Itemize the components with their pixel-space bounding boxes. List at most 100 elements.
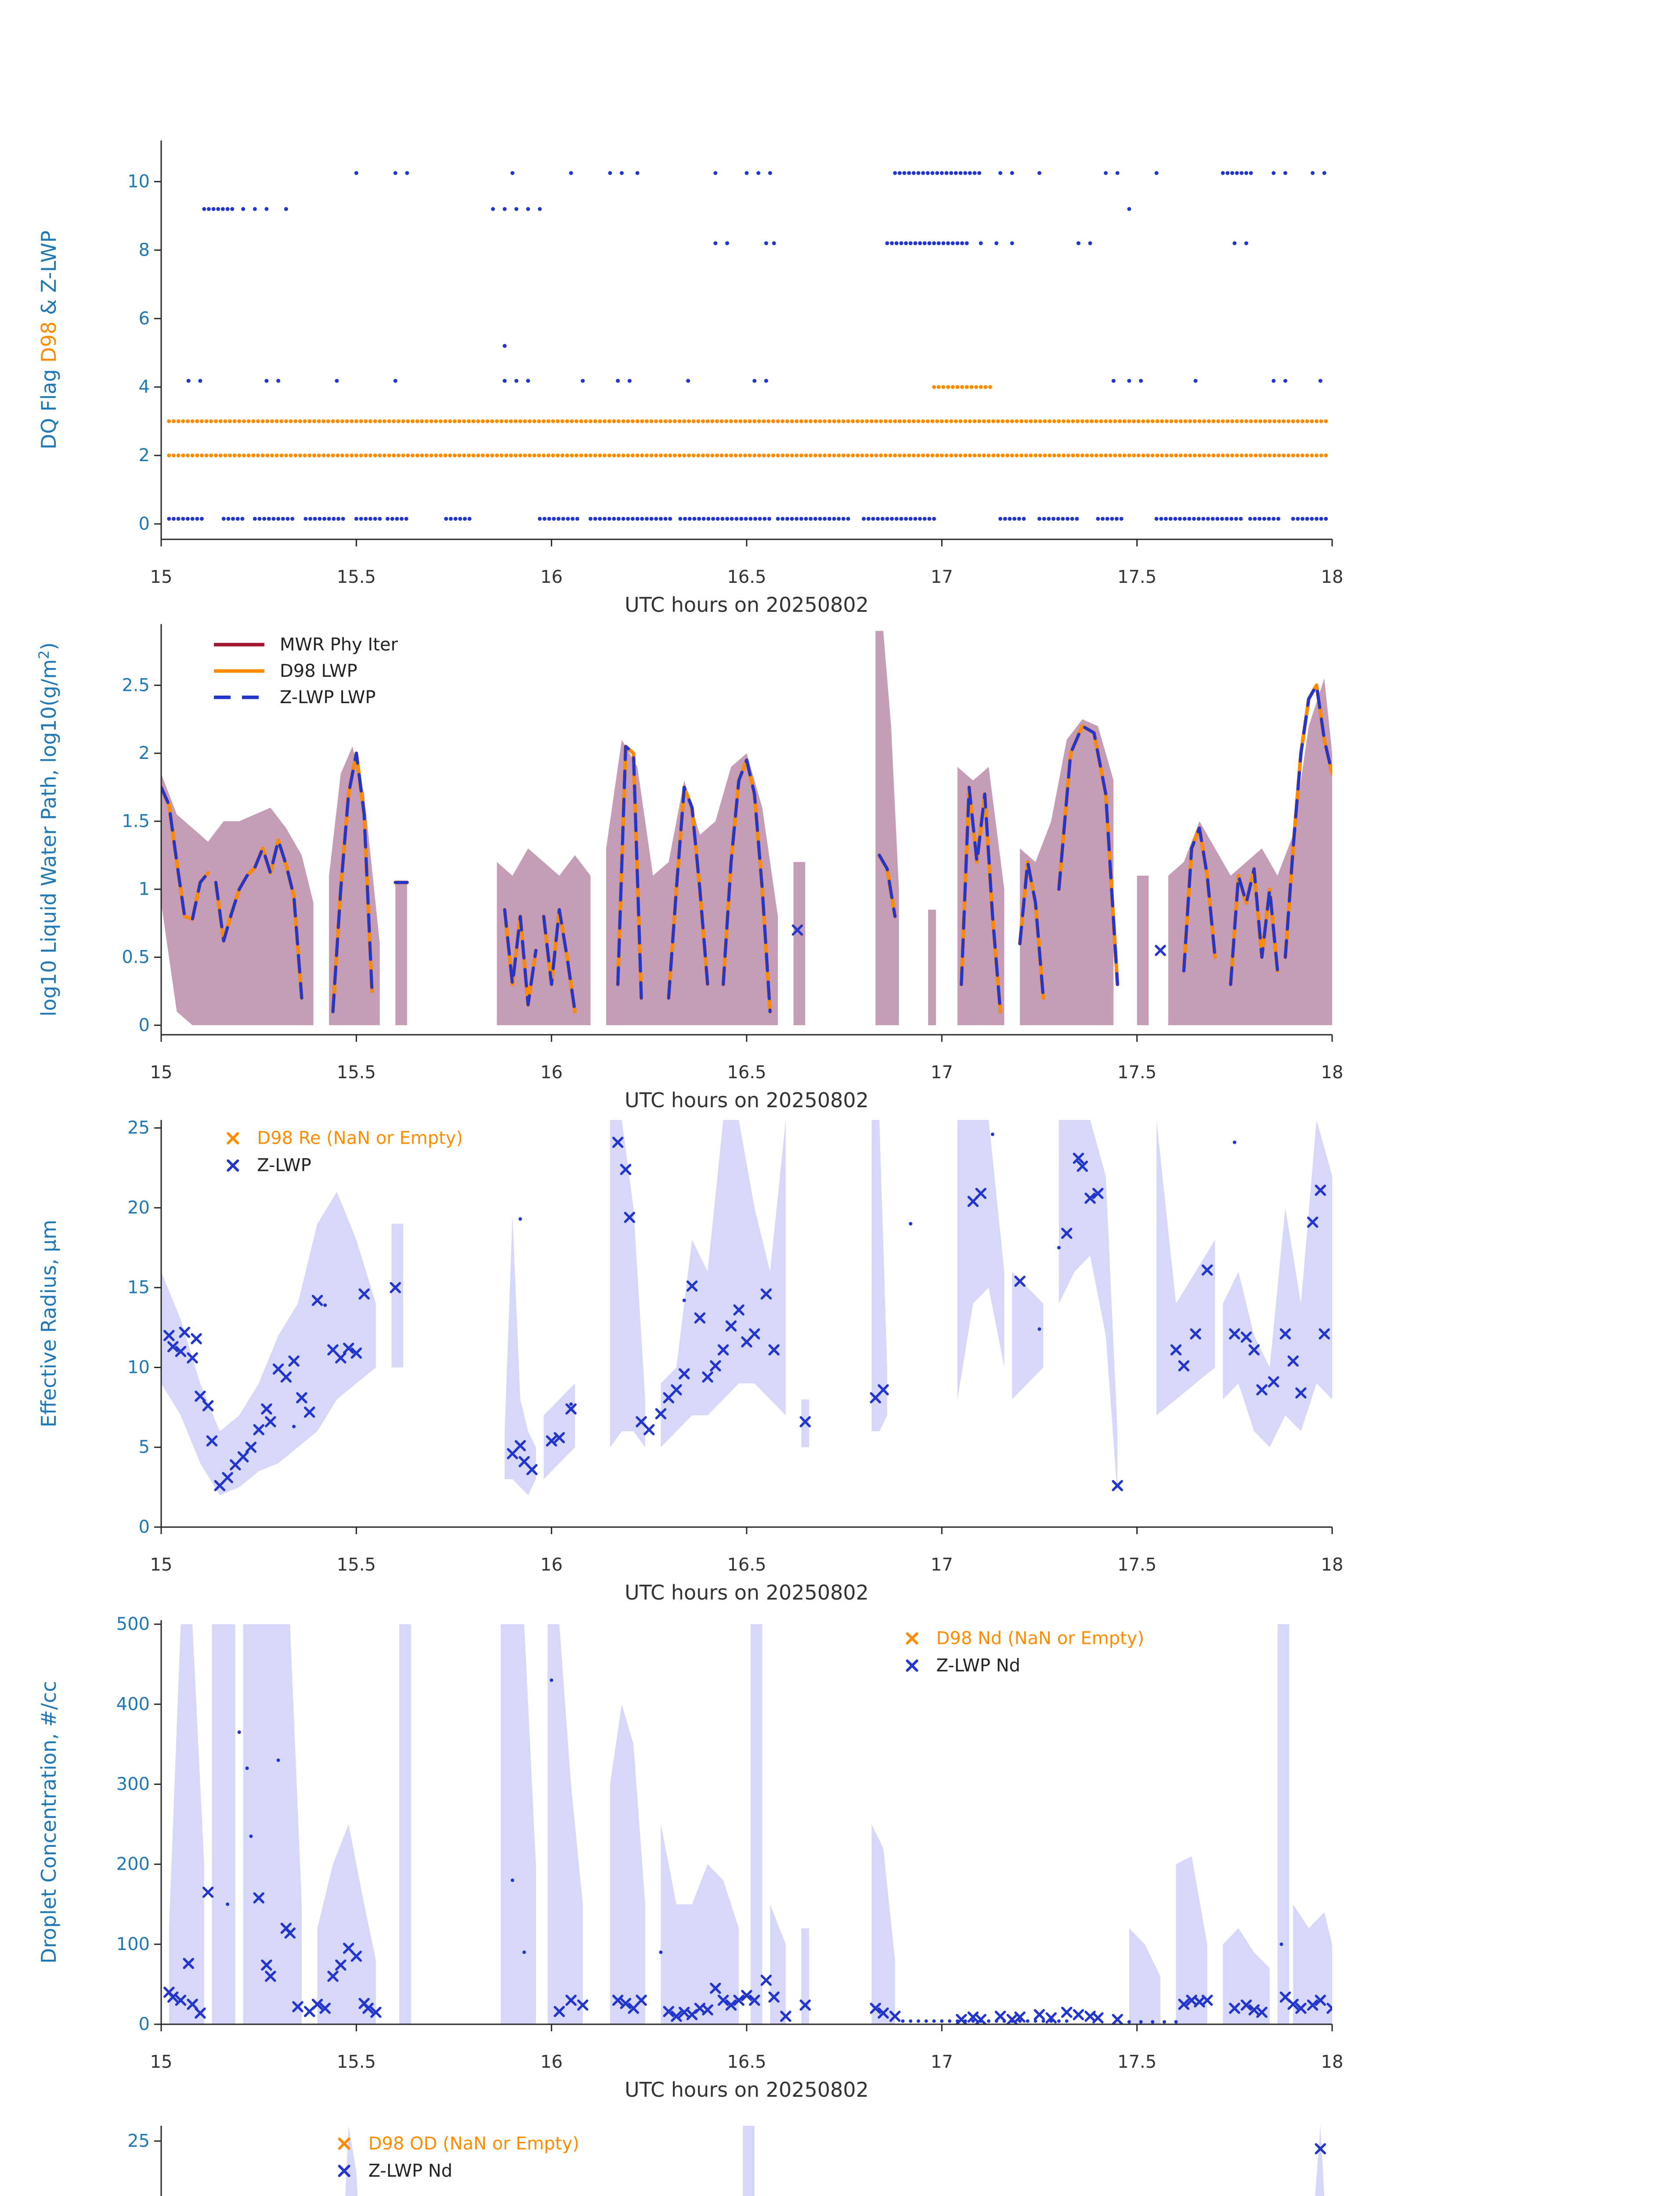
data-point xyxy=(265,1970,276,1982)
data-point xyxy=(311,1998,323,2010)
data-point xyxy=(368,453,372,458)
data-point xyxy=(1256,1384,1268,1396)
data-point xyxy=(1188,453,1192,458)
data-point xyxy=(1061,2006,1073,2018)
y-tick-label: 10 xyxy=(127,1357,150,1377)
data-point xyxy=(668,453,672,458)
data-point xyxy=(673,453,677,458)
data-point xyxy=(1295,1387,1307,1399)
data-point xyxy=(1015,453,1019,458)
data-point xyxy=(909,2019,913,2023)
data-point xyxy=(979,241,983,246)
data-point xyxy=(1319,516,1323,521)
data-point xyxy=(927,241,932,246)
data-point xyxy=(1127,2020,1131,2024)
data-point xyxy=(1263,419,1267,423)
data-point xyxy=(823,419,827,423)
data-point xyxy=(1052,453,1056,458)
data-point xyxy=(1099,419,1103,423)
data-point xyxy=(1240,1331,1252,1343)
data-point xyxy=(256,453,260,458)
data-point xyxy=(936,241,941,246)
data-point xyxy=(924,2019,928,2023)
data-point xyxy=(1256,2006,1268,2018)
data-point xyxy=(874,453,878,458)
x-tick-label: 15 xyxy=(150,567,173,587)
data-point xyxy=(499,419,504,423)
data-point xyxy=(292,1425,296,1428)
data-point xyxy=(809,419,813,423)
data-point xyxy=(1230,453,1234,458)
data-point xyxy=(1150,453,1155,458)
data-point xyxy=(1174,453,1178,458)
data-point xyxy=(1190,1328,1201,1340)
data-point xyxy=(969,385,974,389)
data-point xyxy=(1319,419,1323,423)
data-point xyxy=(719,453,724,458)
data-point xyxy=(1164,453,1169,458)
y-tick-label: 20 xyxy=(127,1198,150,1218)
uncertainty-band xyxy=(212,1624,235,2024)
data-point xyxy=(542,516,547,521)
data-point xyxy=(199,516,204,521)
data-point xyxy=(1066,516,1069,521)
data-point xyxy=(885,516,889,521)
data-point xyxy=(1141,453,1145,458)
data-point xyxy=(883,453,888,458)
data-point xyxy=(565,453,569,458)
data-point xyxy=(1136,453,1141,458)
data-point xyxy=(1111,379,1116,383)
data-point xyxy=(607,516,611,521)
data-point xyxy=(452,453,457,458)
data-point xyxy=(1188,419,1192,423)
data-point xyxy=(686,379,690,383)
data-point xyxy=(378,453,382,458)
data-point xyxy=(1296,453,1300,458)
data-point xyxy=(1118,419,1122,423)
data-point xyxy=(760,1975,772,1986)
uncertainty-band xyxy=(1223,1928,1270,2024)
data-point xyxy=(340,453,344,458)
data-point xyxy=(1174,2020,1178,2024)
data-point xyxy=(1090,419,1094,423)
data-point xyxy=(733,453,738,458)
data-point xyxy=(1197,419,1202,423)
data-point xyxy=(187,1352,198,1364)
data-point xyxy=(717,1994,729,2006)
data-point xyxy=(1139,2020,1143,2024)
data-point xyxy=(406,419,410,423)
data-point xyxy=(1033,453,1038,458)
data-point xyxy=(1057,453,1061,458)
data-point xyxy=(725,1320,737,1332)
data-point xyxy=(795,453,799,458)
data-point xyxy=(885,241,889,246)
data-point xyxy=(710,419,715,423)
data-point xyxy=(303,419,307,423)
data-point xyxy=(228,453,232,458)
data-point xyxy=(1234,516,1238,521)
data-point xyxy=(780,516,785,521)
data-point xyxy=(502,344,507,348)
data-point xyxy=(932,516,936,521)
data-point xyxy=(972,453,977,458)
data-point xyxy=(518,453,523,458)
data-point xyxy=(1182,516,1187,521)
data-point xyxy=(1307,1999,1319,2011)
data-point xyxy=(502,207,507,211)
data-point xyxy=(733,1304,744,1316)
data-point xyxy=(883,419,888,423)
data-point xyxy=(1291,419,1295,423)
data-point xyxy=(908,241,913,246)
data-point xyxy=(1211,453,1216,458)
data-point xyxy=(818,453,822,458)
data-point xyxy=(701,453,705,458)
legend-key xyxy=(906,1659,918,1672)
data-point xyxy=(869,453,874,458)
data-point xyxy=(332,516,336,521)
data-point xyxy=(880,516,885,521)
data-point xyxy=(678,516,683,521)
data-point xyxy=(1037,171,1041,175)
data-point xyxy=(1076,419,1080,423)
y-tick-label: 0 xyxy=(139,1517,150,1537)
data-point xyxy=(643,1424,655,1435)
